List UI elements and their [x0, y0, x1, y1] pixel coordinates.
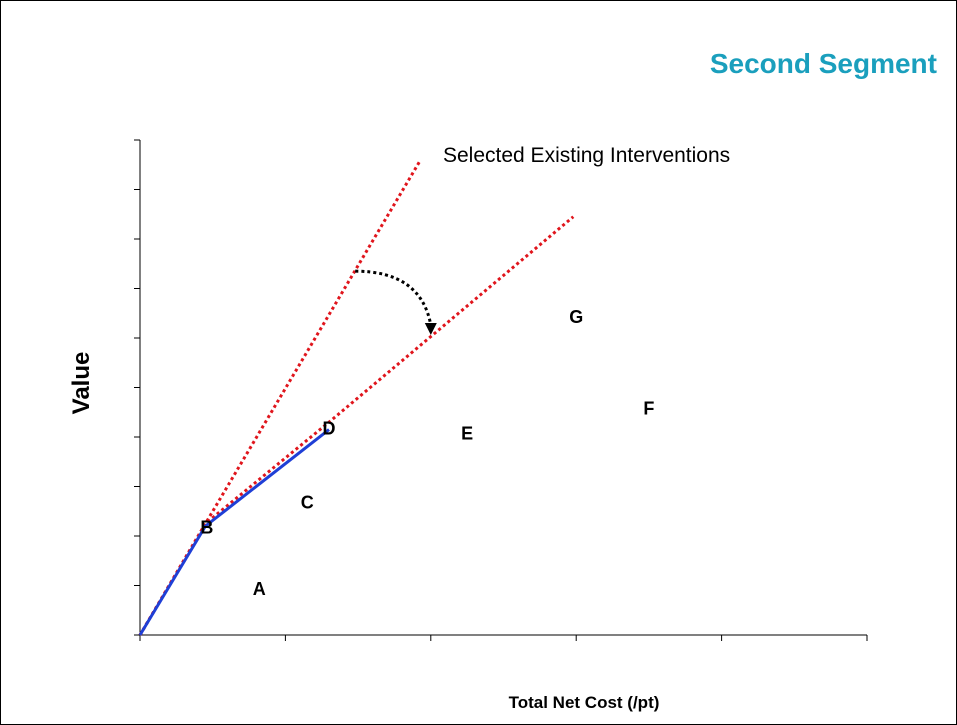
point-label-b: B	[200, 517, 213, 537]
point-label-a: A	[253, 579, 266, 599]
point-label-d: D	[323, 418, 336, 438]
slide-title: Second Segment	[709, 48, 937, 79]
point-label-e: E	[461, 423, 473, 443]
chart-axes	[134, 139, 868, 641]
efficiency-frontier	[138, 428, 330, 636]
point-label-c: C	[301, 493, 314, 513]
rotation-arrow	[355, 269, 437, 336]
annotation-selected-interventions: Selected Existing Interventions	[443, 144, 730, 167]
point-labels: A B C D E F G	[200, 307, 654, 599]
arrow-head	[424, 323, 437, 336]
point-label-g: G	[569, 307, 583, 327]
y-axis-label: Value	[68, 351, 95, 415]
x-axis-label: Total Net Cost (/pt)	[508, 693, 660, 712]
reference-lines	[138, 159, 575, 636]
reference-line-2	[138, 215, 575, 636]
point-label-f: F	[643, 399, 654, 419]
arrow-curve	[355, 269, 433, 326]
frontier-line	[138, 428, 330, 636]
